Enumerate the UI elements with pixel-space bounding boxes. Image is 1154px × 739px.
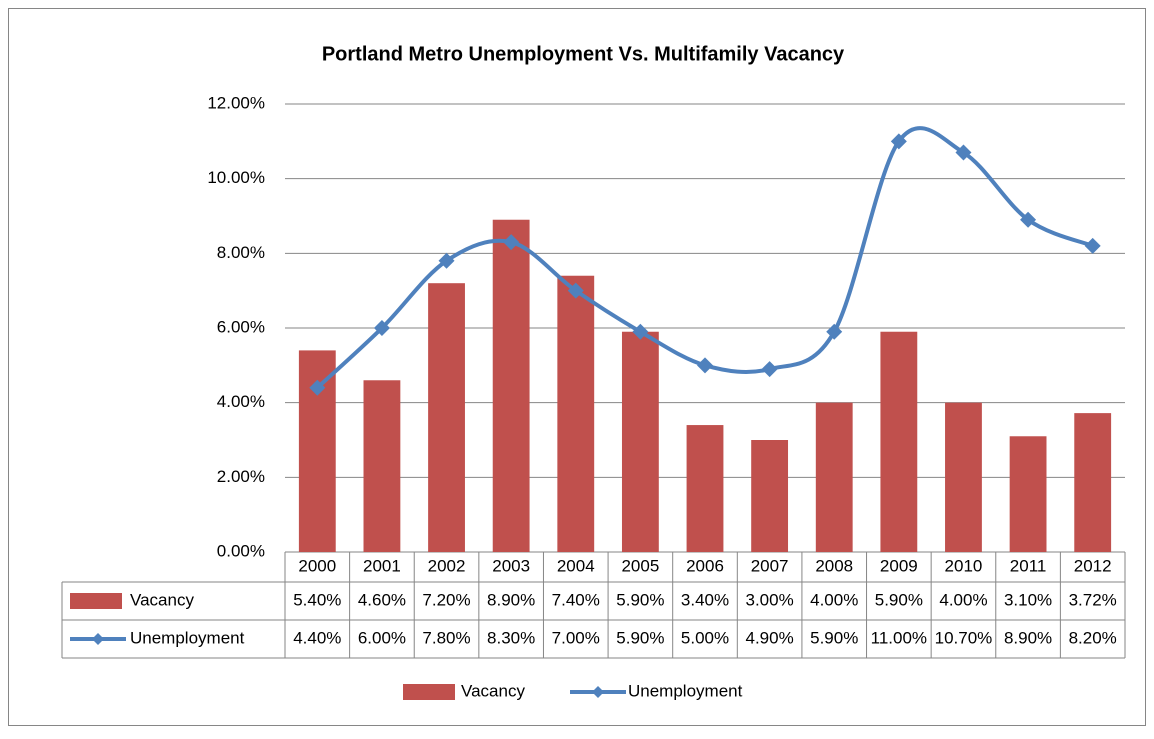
- marker: [1020, 211, 1037, 228]
- bar: [945, 402, 982, 552]
- x-tick-label: 2009: [880, 556, 918, 575]
- table-cell: 11.00%: [871, 628, 927, 647]
- table-key: [70, 593, 122, 609]
- marker: [955, 144, 972, 161]
- marker: [567, 282, 584, 299]
- legend-label: Unemployment: [628, 681, 743, 700]
- bar: [1009, 436, 1047, 552]
- legend-key: [592, 686, 604, 698]
- marker: [438, 252, 455, 269]
- table-cell: 8.30%: [487, 628, 535, 647]
- bar: [815, 402, 853, 552]
- bar: [428, 283, 465, 552]
- marker: [632, 323, 649, 340]
- y-tick-label: 4.00%: [217, 392, 265, 411]
- y-tick-label: 8.00%: [217, 243, 265, 262]
- x-tick-label: 2001: [363, 556, 401, 575]
- bar: [1074, 413, 1112, 552]
- x-tick-label: 2010: [945, 556, 983, 575]
- table-cell: 5.40%: [293, 590, 341, 609]
- x-tick-label: 2007: [751, 556, 789, 575]
- bar: [686, 425, 724, 552]
- marker: [503, 234, 520, 251]
- marker: [890, 133, 907, 150]
- chart-title: Portland Metro Unemployment Vs. Multifam…: [322, 43, 845, 65]
- x-tick-label: 2003: [492, 556, 530, 575]
- table-cell: 5.00%: [681, 628, 729, 647]
- table-cell: 5.90%: [810, 628, 858, 647]
- y-tick-label: 6.00%: [217, 317, 265, 336]
- legend-key: [403, 684, 455, 700]
- bar: [621, 331, 659, 552]
- table-cell: 4.00%: [939, 590, 987, 609]
- legend-label: Vacancy: [461, 681, 525, 700]
- table-cell: 4.40%: [293, 628, 341, 647]
- marker: [373, 320, 390, 336]
- bar: [880, 331, 918, 552]
- y-tick-label: 2.00%: [217, 467, 265, 486]
- marker: [1084, 237, 1101, 254]
- table-cell: 7.20%: [422, 590, 470, 609]
- bar: [557, 275, 595, 552]
- table-cell: 3.40%: [681, 590, 729, 609]
- table-cell: 8.90%: [1004, 628, 1052, 647]
- table-cell: 5.90%: [875, 590, 923, 609]
- marker: [309, 379, 326, 396]
- table-cell: 5.90%: [616, 590, 664, 609]
- bar: [751, 440, 789, 552]
- x-tick-label: 2006: [686, 556, 724, 575]
- x-tick-label: 2008: [815, 556, 853, 575]
- x-tick-label: 2005: [621, 556, 659, 575]
- x-tick-label: 2011: [1010, 556, 1047, 575]
- table-cell: 7.80%: [422, 628, 470, 647]
- bar: [363, 380, 401, 552]
- table-cell: 5.90%: [616, 628, 664, 647]
- table-cell: 4.90%: [746, 628, 794, 647]
- x-tick-label: 2004: [557, 556, 595, 575]
- table-cell: 4.60%: [358, 590, 406, 609]
- table-cell: 7.00%: [552, 628, 600, 647]
- table-cell: 7.40%: [552, 590, 600, 609]
- marker: [826, 323, 843, 340]
- bar: [492, 219, 530, 552]
- y-tick-label: 12.00%: [207, 93, 265, 112]
- table-cell: 3.00%: [746, 590, 794, 609]
- table-cell: 4.00%: [810, 590, 858, 609]
- table-row-label: Unemployment: [130, 628, 245, 647]
- table-cell: 8.20%: [1069, 628, 1117, 647]
- y-tick-label: 0.00%: [217, 541, 265, 560]
- marker: [697, 357, 713, 374]
- x-tick-label: 2002: [428, 556, 466, 575]
- table-cell: 8.90%: [487, 590, 535, 609]
- table-key: [92, 633, 104, 645]
- table-cell: 3.10%: [1004, 590, 1052, 609]
- table-cell: 6.00%: [358, 628, 406, 647]
- table-row-label: Vacancy: [130, 590, 194, 609]
- table-cell: 10.70%: [935, 628, 993, 647]
- marker: [761, 361, 778, 378]
- table-cell: 3.72%: [1069, 590, 1117, 609]
- x-tick-label: 2012: [1074, 556, 1112, 575]
- y-tick-label: 10.00%: [207, 168, 265, 187]
- x-tick-label: 2000: [298, 556, 336, 575]
